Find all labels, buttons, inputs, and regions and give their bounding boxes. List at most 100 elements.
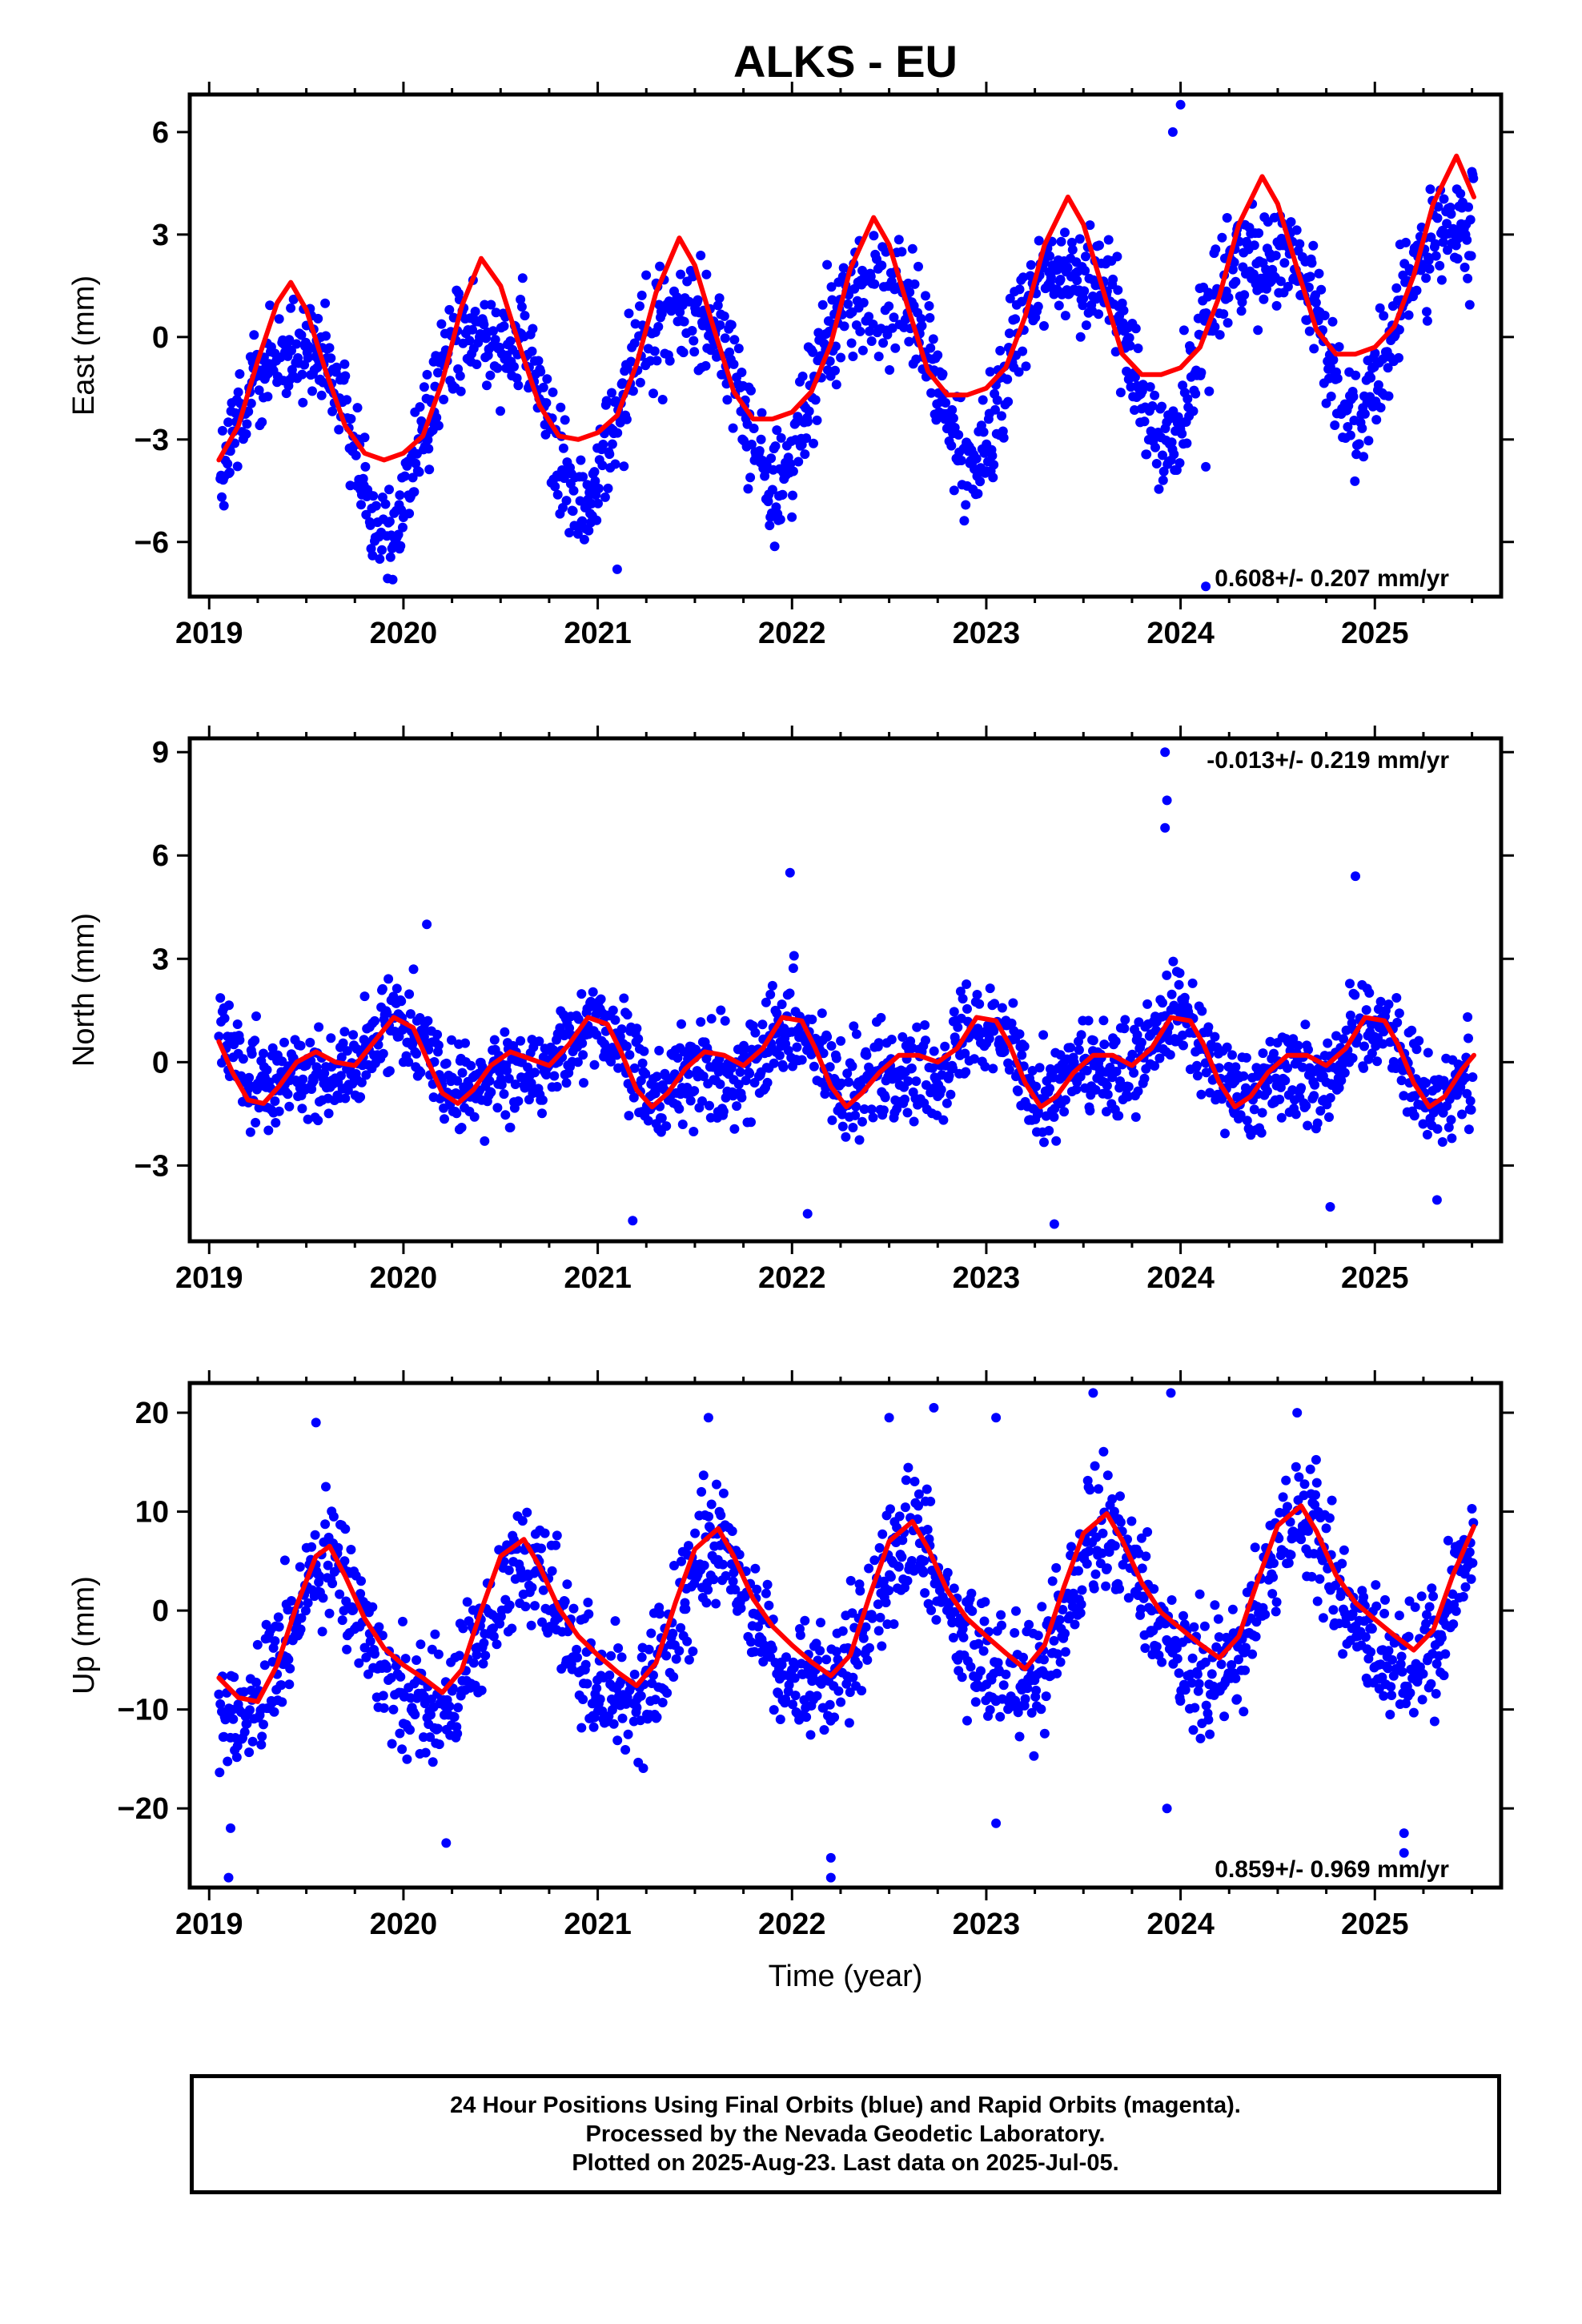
data-point <box>926 1605 937 1615</box>
data-point <box>1179 992 1190 1003</box>
data-point <box>346 1545 356 1554</box>
data-point <box>1174 968 1185 979</box>
data-point <box>242 419 252 429</box>
data-point <box>328 1511 339 1522</box>
data-point <box>1392 1017 1403 1027</box>
data-point <box>1026 259 1036 270</box>
data-point <box>727 1526 737 1536</box>
data-point <box>510 1080 520 1089</box>
data-point <box>621 1041 632 1051</box>
data-point <box>697 1486 707 1497</box>
data-point <box>556 402 566 412</box>
data-point <box>712 1479 721 1490</box>
data-point <box>1110 1541 1120 1551</box>
data-point <box>1457 1109 1467 1120</box>
data-point <box>1115 1517 1126 1527</box>
data-point <box>303 1598 313 1608</box>
data-point <box>1046 272 1056 283</box>
data-point <box>382 1663 392 1673</box>
data-point <box>1191 388 1201 399</box>
data-point <box>1430 239 1440 249</box>
data-point <box>639 1046 649 1056</box>
data-point <box>993 1658 1003 1668</box>
data-point <box>1428 1591 1439 1602</box>
data-point <box>857 345 868 356</box>
data-point <box>718 1106 729 1116</box>
data-point <box>927 1063 938 1073</box>
data-point <box>579 1078 588 1088</box>
data-point <box>1339 1034 1348 1044</box>
data-point <box>1102 1089 1113 1100</box>
data-point <box>1383 1646 1394 1656</box>
data-point <box>1239 290 1250 300</box>
data-point <box>558 503 568 513</box>
data-point <box>831 1053 841 1063</box>
data-point <box>616 1024 627 1035</box>
y-tick-label: 0 <box>152 321 169 355</box>
data-point <box>1151 1642 1162 1652</box>
data-point <box>356 1077 367 1088</box>
data-point <box>1345 430 1355 440</box>
data-point <box>441 1838 452 1848</box>
data-point <box>1380 1594 1390 1605</box>
data-point <box>721 1570 731 1581</box>
data-point <box>1325 1202 1335 1212</box>
data-point <box>1049 1635 1059 1646</box>
data-point <box>1395 1659 1406 1669</box>
caption-line: Processed by the Nevada Geodetic Laborat… <box>585 2121 1106 2147</box>
data-point <box>231 1752 242 1763</box>
data-point <box>1383 391 1394 401</box>
data-point <box>955 987 966 996</box>
data-point <box>600 492 610 502</box>
data-point <box>592 1683 602 1694</box>
data-point <box>681 1604 691 1614</box>
data-point <box>315 1571 324 1582</box>
data-point <box>1047 1576 1058 1586</box>
data-point <box>578 472 588 482</box>
data-point <box>1102 1080 1112 1091</box>
data-point <box>918 1567 929 1578</box>
data-point <box>822 259 833 270</box>
data-point <box>360 461 371 472</box>
data-point <box>1136 1533 1146 1543</box>
data-point <box>509 361 519 372</box>
data-point <box>623 1729 633 1739</box>
data-point <box>340 1524 351 1534</box>
data-point <box>1065 1610 1075 1621</box>
data-point <box>1150 1061 1160 1071</box>
data-point <box>1391 283 1402 293</box>
data-point <box>303 1114 313 1124</box>
data-point <box>1079 286 1090 296</box>
data-point <box>622 1010 632 1020</box>
data-point <box>944 1071 954 1081</box>
x-tick-label: 2022 <box>758 1908 826 1941</box>
data-point <box>414 467 424 477</box>
data-point <box>1303 282 1314 292</box>
data-point <box>1160 747 1170 758</box>
data-point <box>1276 1112 1287 1123</box>
data-point <box>887 323 897 333</box>
data-point <box>424 464 435 475</box>
data-point <box>229 1672 239 1683</box>
data-point <box>962 1715 972 1726</box>
data-point <box>223 417 234 428</box>
data-point <box>576 1723 587 1733</box>
data-point <box>974 999 985 1009</box>
data-point <box>337 1615 347 1626</box>
data-point <box>677 1120 688 1129</box>
data-point <box>732 1101 742 1112</box>
data-point <box>616 1652 627 1663</box>
data-point <box>1432 1124 1443 1134</box>
data-point <box>564 528 575 538</box>
data-point <box>767 1643 777 1654</box>
data-point <box>313 1116 323 1126</box>
data-point <box>361 1070 371 1080</box>
data-point <box>961 1067 971 1077</box>
data-point <box>926 1496 936 1506</box>
data-point <box>901 1475 911 1486</box>
data-point <box>988 472 998 483</box>
data-point <box>1275 1094 1285 1104</box>
data-point <box>1024 1619 1034 1630</box>
data-point <box>1098 1446 1109 1457</box>
